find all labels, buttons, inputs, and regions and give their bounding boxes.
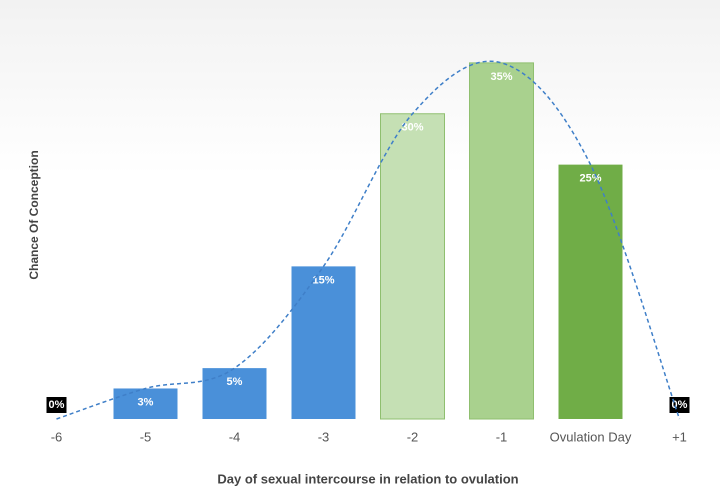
value-label: 35% (490, 71, 512, 83)
value-label: 0% (49, 399, 65, 411)
bar (46, 397, 67, 413)
x-tick-label: -2 (407, 429, 419, 444)
x-tick-label: -6 (51, 429, 63, 444)
x-tick-label: -5 (140, 429, 152, 444)
value-label: 30% (401, 122, 423, 134)
x-tick-label: -1 (496, 429, 508, 444)
bar (202, 368, 267, 419)
bar (669, 397, 690, 413)
y-axis-title: Chance Of Conception (27, 150, 41, 279)
x-tick-label: +1 (672, 429, 687, 444)
bar (558, 164, 623, 419)
x-tick-label: -4 (229, 429, 241, 444)
x-tick-label: -3 (318, 429, 330, 444)
value-label: 3% (138, 396, 154, 408)
x-tick-label: Ovulation Day (550, 429, 632, 444)
value-label: 15% (312, 274, 334, 286)
bar (469, 62, 534, 420)
bar (291, 266, 356, 419)
trend-line (56, 60, 681, 420)
value-label: 5% (227, 376, 243, 388)
bar (113, 388, 178, 419)
bar (380, 113, 445, 420)
x-axis-title: Day of sexual intercourse in relation to… (217, 471, 518, 486)
